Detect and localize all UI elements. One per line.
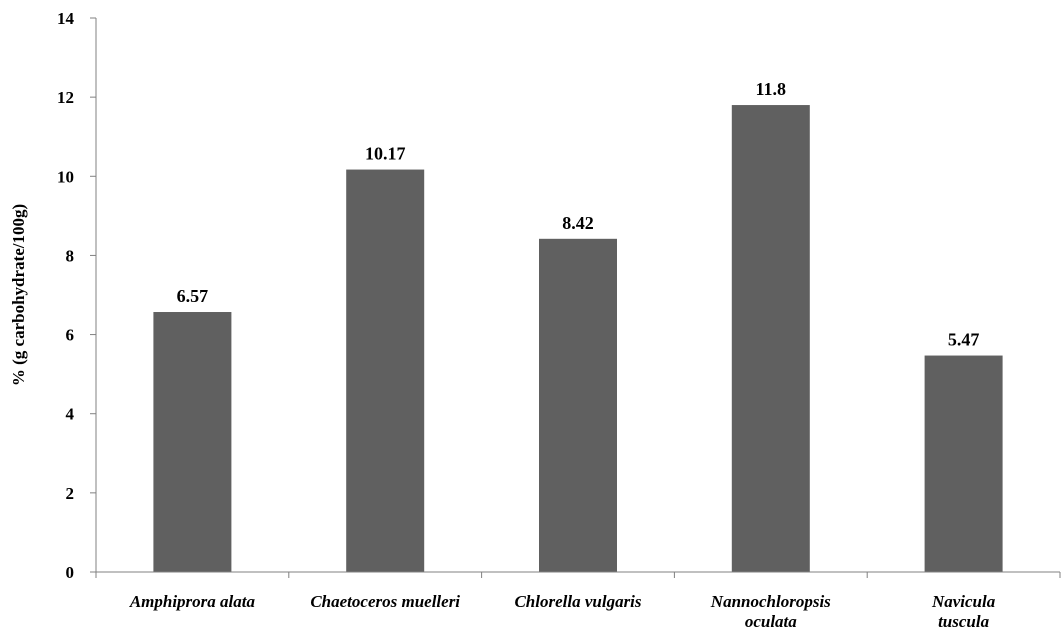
category-label: Chlorella vulgaris bbox=[514, 592, 641, 611]
y-tick-label: 12 bbox=[57, 88, 74, 107]
data-label: 11.8 bbox=[756, 79, 787, 99]
y-tick-label: 8 bbox=[66, 246, 75, 265]
bar bbox=[153, 312, 232, 572]
bar bbox=[539, 238, 617, 572]
category-labels: Amphiprora alata Chaetoceros muelleri Chlo… bbox=[129, 592, 996, 631]
category-label: Amphiprora alata bbox=[129, 592, 256, 611]
data-label: 10.17 bbox=[365, 144, 406, 164]
category-label: Navicula bbox=[931, 592, 996, 611]
y-axis-ticks: 0 2 4 6 8 10 12 14 bbox=[57, 9, 96, 582]
bar bbox=[346, 169, 425, 572]
axes bbox=[95, 18, 1061, 578]
data-label: 8.42 bbox=[562, 213, 594, 233]
category-label: Chaetoceros muelleri bbox=[310, 592, 460, 611]
y-tick-label: 4 bbox=[66, 405, 75, 424]
bar bbox=[924, 355, 1003, 572]
y-axis-title: % (g carbohydrate/100g) bbox=[9, 204, 28, 386]
y-tick-label: 2 bbox=[66, 484, 75, 503]
bar bbox=[731, 105, 810, 573]
y-tick-label: 10 bbox=[57, 167, 74, 186]
bars bbox=[153, 105, 1003, 573]
data-labels: 6.57 10.17 8.42 11.8 5.47 bbox=[177, 79, 980, 349]
y-tick-label: 14 bbox=[57, 9, 75, 28]
data-label: 6.57 bbox=[177, 286, 209, 306]
category-label: Nannochloropsis bbox=[710, 592, 831, 611]
category-label: tuscula bbox=[938, 612, 990, 631]
y-tick-label: 6 bbox=[66, 326, 75, 345]
y-axis-title-group: % (g carbohydrate/100g) bbox=[9, 204, 28, 386]
data-label: 5.47 bbox=[948, 330, 980, 350]
y-tick-label: 0 bbox=[66, 563, 75, 582]
category-label: oculata bbox=[745, 612, 797, 631]
